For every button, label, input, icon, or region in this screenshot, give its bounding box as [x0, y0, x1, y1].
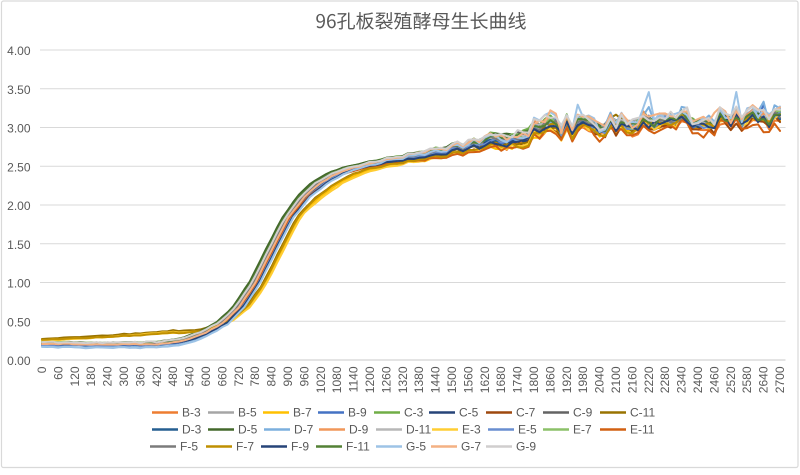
svg-text:840: 840 [265, 366, 279, 386]
svg-text:2160: 2160 [625, 366, 639, 393]
svg-text:540: 540 [183, 366, 197, 386]
svg-text:C-7: C-7 [516, 406, 536, 420]
svg-text:1.00: 1.00 [7, 277, 31, 291]
svg-text:F-5: F-5 [180, 440, 198, 454]
svg-text:1560: 1560 [461, 366, 475, 393]
svg-text:2.00: 2.00 [7, 199, 31, 213]
svg-text:G-9: G-9 [516, 440, 536, 454]
svg-text:B-9: B-9 [348, 406, 367, 420]
svg-text:600: 600 [199, 366, 213, 386]
svg-text:D-11: D-11 [406, 423, 431, 437]
svg-text:0: 0 [35, 366, 49, 373]
svg-text:C-11: C-11 [630, 406, 655, 420]
svg-text:F-11: F-11 [346, 440, 370, 454]
svg-text:1740: 1740 [511, 366, 525, 393]
svg-text:3.00: 3.00 [7, 122, 31, 136]
svg-text:E-7: E-7 [573, 423, 592, 437]
svg-text:F-7: F-7 [236, 440, 254, 454]
svg-text:960: 960 [297, 366, 311, 386]
svg-text:1980: 1980 [576, 366, 590, 393]
svg-text:180: 180 [84, 366, 98, 386]
svg-text:B-5: B-5 [238, 406, 257, 420]
svg-text:E-5: E-5 [518, 423, 537, 437]
svg-text:D-9: D-9 [349, 423, 369, 437]
svg-text:2220: 2220 [642, 366, 656, 393]
svg-text:420: 420 [150, 366, 164, 386]
svg-text:1.50: 1.50 [7, 238, 31, 252]
svg-text:1200: 1200 [363, 366, 377, 393]
svg-text:120: 120 [68, 366, 82, 386]
svg-text:E-11: E-11 [630, 423, 655, 437]
svg-text:660: 660 [215, 366, 229, 386]
svg-text:360: 360 [133, 366, 147, 386]
svg-text:2100: 2100 [609, 366, 623, 393]
svg-text:2640: 2640 [757, 366, 771, 393]
svg-text:1440: 1440 [429, 366, 443, 393]
svg-text:480: 480 [166, 366, 180, 386]
svg-text:C-3: C-3 [404, 406, 424, 420]
svg-text:2040: 2040 [593, 366, 607, 393]
svg-text:2.50: 2.50 [7, 160, 31, 174]
svg-text:720: 720 [232, 366, 246, 386]
svg-text:1620: 1620 [478, 366, 492, 393]
svg-text:2700: 2700 [773, 366, 787, 393]
svg-text:4.00: 4.00 [7, 44, 31, 58]
svg-text:1860: 1860 [543, 366, 557, 393]
svg-text:B-3: B-3 [182, 406, 201, 420]
svg-text:2400: 2400 [691, 366, 705, 393]
svg-text:1920: 1920 [560, 366, 574, 393]
svg-text:D-7: D-7 [294, 423, 314, 437]
svg-text:1320: 1320 [396, 366, 410, 393]
svg-text:2340: 2340 [675, 366, 689, 393]
svg-text:1500: 1500 [445, 366, 459, 393]
svg-text:2580: 2580 [740, 366, 754, 393]
svg-text:G-5: G-5 [406, 440, 426, 454]
svg-text:1380: 1380 [412, 366, 426, 393]
svg-text:60: 60 [51, 366, 65, 380]
svg-text:C-9: C-9 [573, 406, 593, 420]
svg-text:1020: 1020 [314, 366, 328, 393]
svg-text:1800: 1800 [527, 366, 541, 393]
svg-text:C-5: C-5 [459, 406, 479, 420]
svg-text:900: 900 [281, 366, 295, 386]
svg-text:D-3: D-3 [182, 423, 202, 437]
svg-text:1140: 1140 [347, 366, 361, 392]
svg-text:1080: 1080 [330, 366, 344, 393]
svg-text:780: 780 [248, 366, 262, 386]
svg-text:0.00: 0.00 [7, 354, 31, 368]
svg-text:F-9: F-9 [291, 440, 309, 454]
svg-text:3.50: 3.50 [7, 83, 31, 97]
svg-text:240: 240 [101, 366, 115, 386]
svg-text:1680: 1680 [494, 366, 508, 393]
svg-text:G-7: G-7 [461, 440, 481, 454]
svg-text:2460: 2460 [707, 366, 721, 393]
svg-text:B-7: B-7 [293, 406, 312, 420]
svg-text:E-3: E-3 [462, 423, 481, 437]
svg-text:2280: 2280 [658, 366, 672, 393]
svg-text:1260: 1260 [379, 366, 393, 393]
svg-text:2520: 2520 [724, 366, 738, 393]
svg-text:0.50: 0.50 [7, 315, 31, 329]
svg-text:300: 300 [117, 366, 131, 386]
svg-text:D-5: D-5 [238, 423, 258, 437]
